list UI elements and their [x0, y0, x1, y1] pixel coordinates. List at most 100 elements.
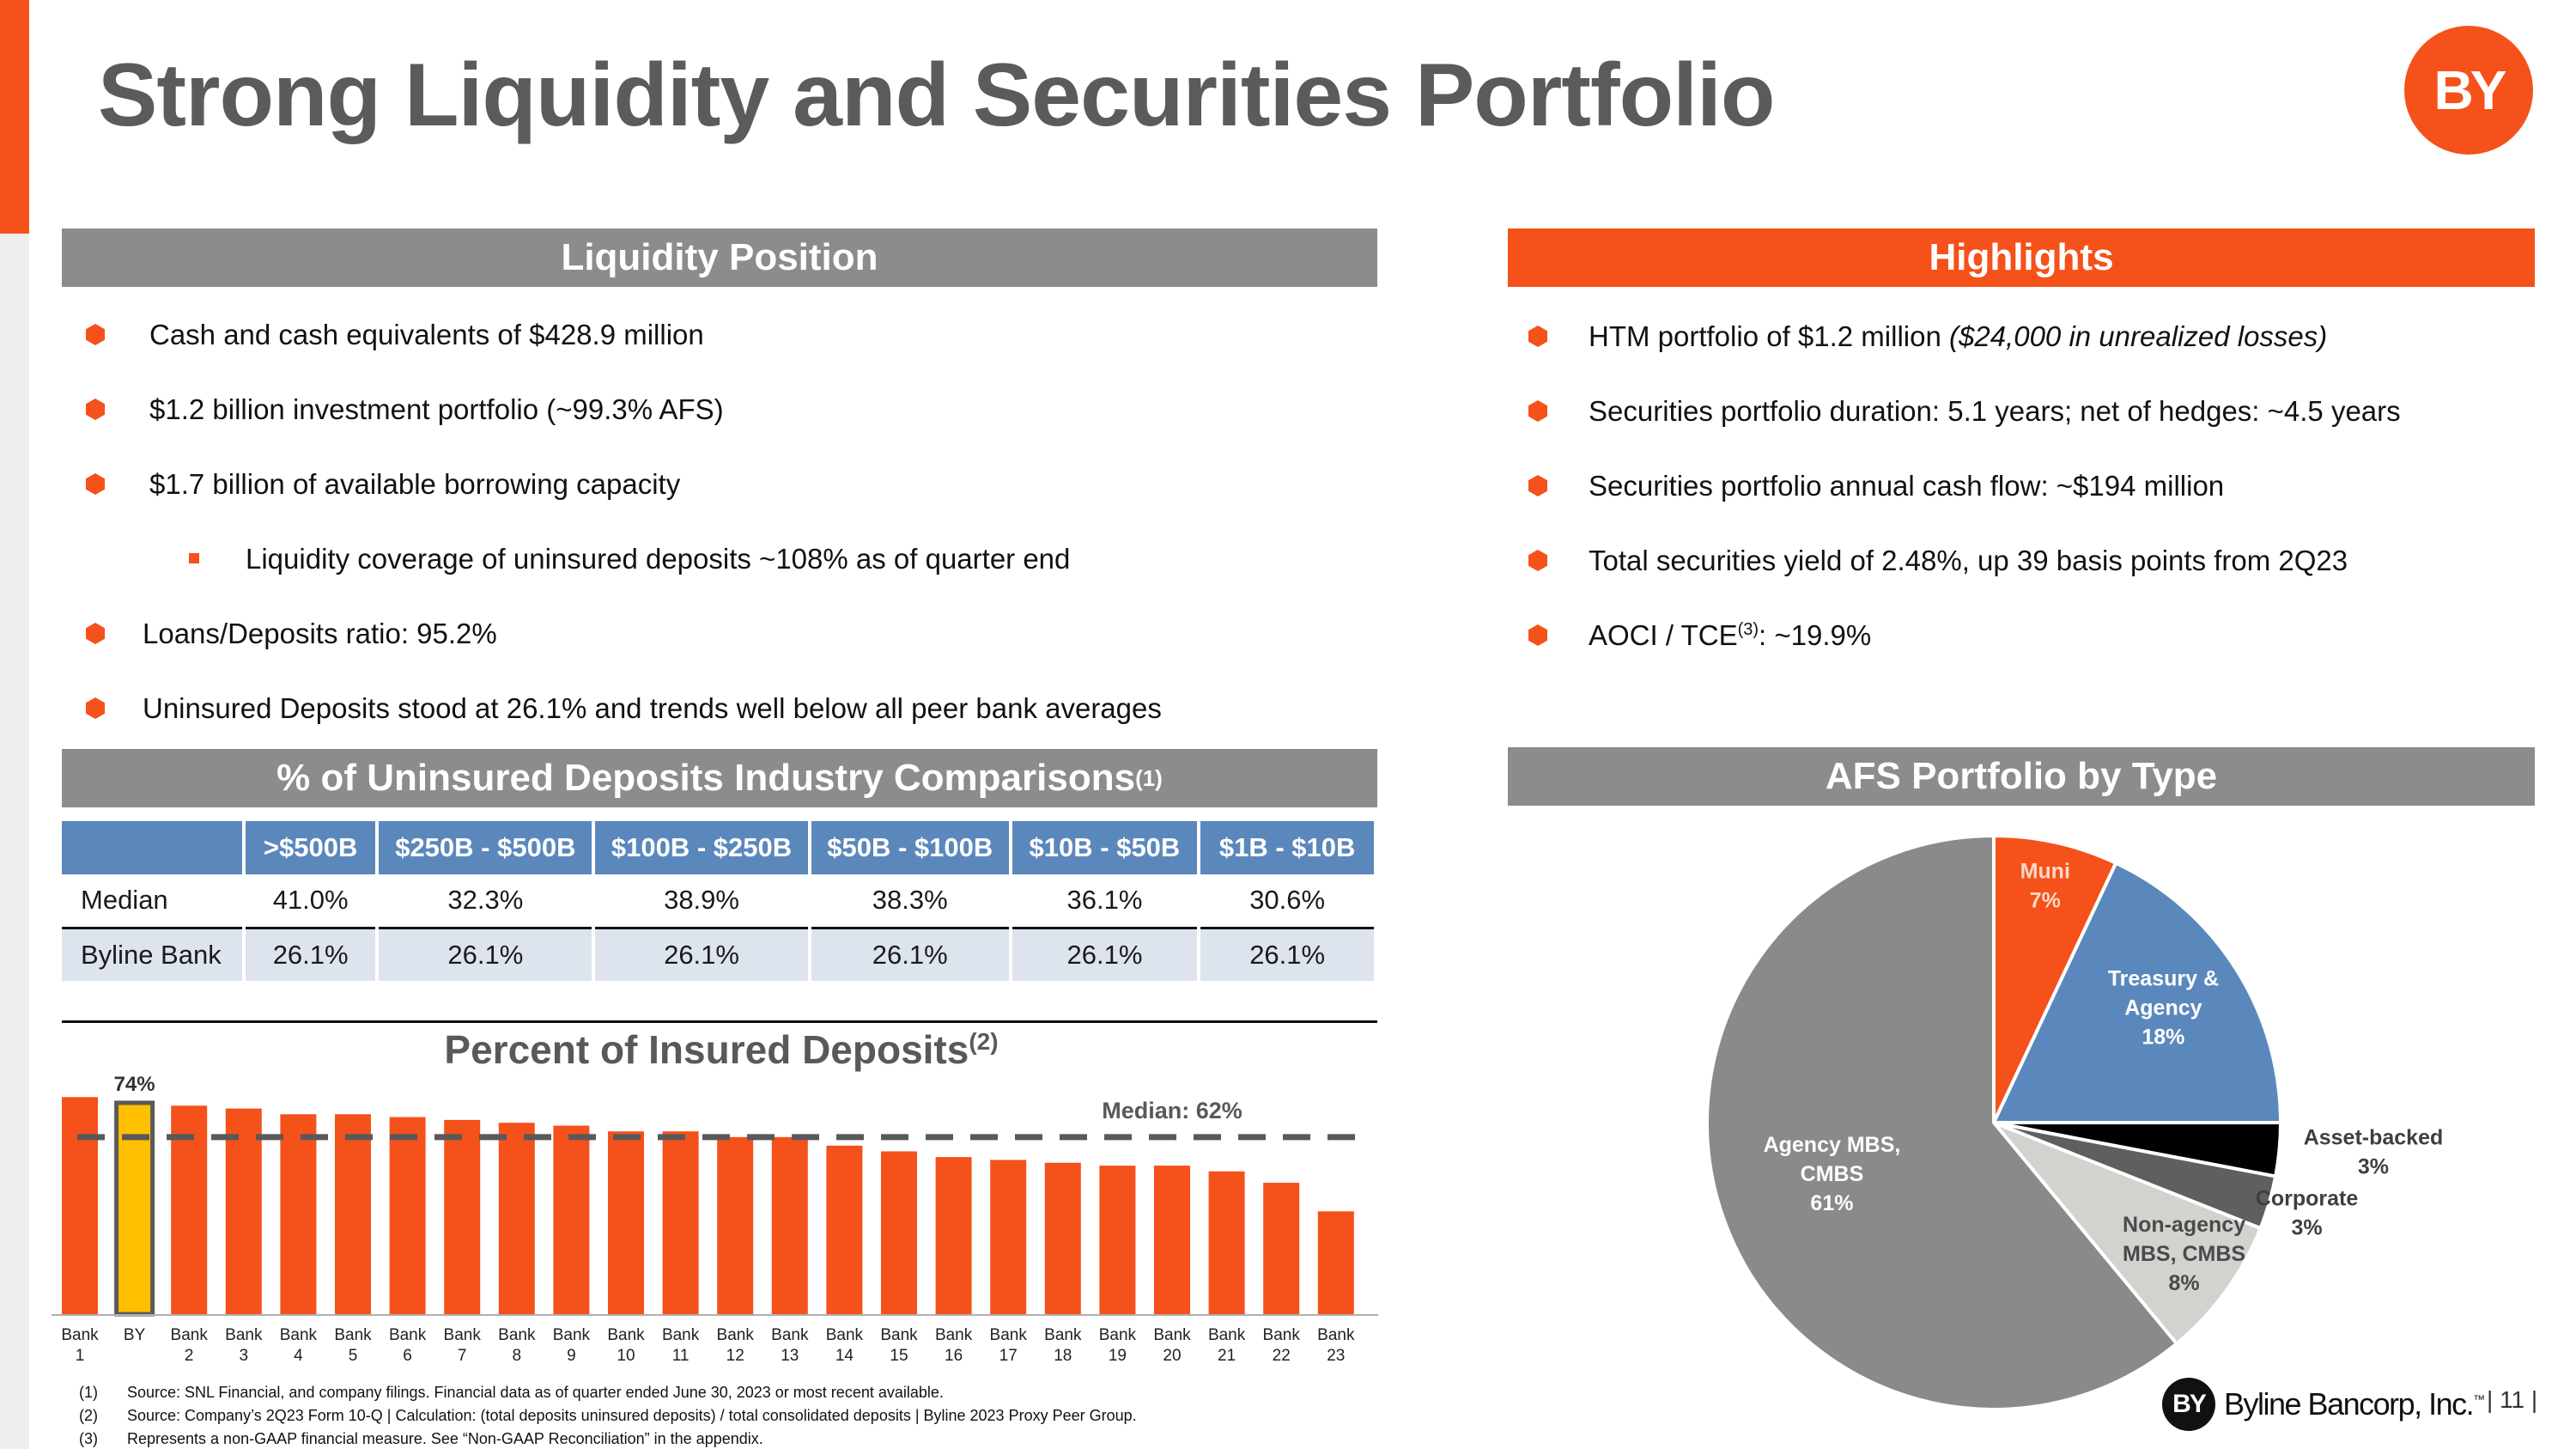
bar-data-label: 74% — [114, 1073, 155, 1096]
x-tick-label: 19 — [1109, 1347, 1127, 1365]
bar — [717, 1136, 754, 1314]
trademark-mark: ™ — [2473, 1392, 2485, 1406]
highlights-item: Total securities yield of 2.48%, up 39 b… — [1528, 523, 2401, 598]
bar — [62, 1097, 98, 1314]
highlights-item-text: Securities portfolio annual cash flow: ~… — [1589, 469, 2225, 502]
liquidity-item-text: Uninsured Deposits stood at 26.1% and tr… — [143, 691, 1162, 724]
side-strip — [0, 234, 29, 1449]
comparison-header-footnote: (1) — [1135, 764, 1163, 791]
x-tick-label: Bank — [771, 1326, 809, 1344]
bar — [1044, 1162, 1081, 1314]
afs-portfolio-pie-chart: Muni 7% Treasury & Agency 18% Asset-backed 3% C… — [1705, 833, 2444, 1411]
x-tick-label: 13 — [781, 1347, 799, 1365]
liquidity-list: Cash and cash equivalents of $428.9 mill… — [86, 297, 1162, 746]
bar — [444, 1119, 481, 1314]
x-tick-label: Bank — [1263, 1326, 1301, 1344]
liquidity-header-text: Liquidity Position — [561, 236, 878, 278]
x-tick-label: 10 — [617, 1347, 635, 1365]
x-tick-label: Bank — [880, 1326, 918, 1344]
x-tick-label: 2 — [185, 1347, 194, 1365]
hexagon-bullet-icon — [86, 473, 105, 495]
pie-slice-label: 3% — [2291, 1215, 2322, 1239]
x-tick-label: 14 — [835, 1347, 854, 1365]
x-tick-label: Bank — [389, 1326, 427, 1344]
x-tick-label: Bank — [1153, 1326, 1191, 1344]
x-tick-label: 9 — [567, 1347, 576, 1365]
x-tick-label: 7 — [458, 1347, 467, 1365]
x-tick-label: Bank — [662, 1326, 700, 1344]
x-tick-label: 11 — [672, 1347, 690, 1365]
table-cell: 36.1% — [1010, 874, 1201, 929]
x-tick-label: Bank — [553, 1326, 591, 1344]
page-title: Strong Liquidity and Securities Portfoli… — [98, 46, 1775, 145]
bar — [225, 1108, 262, 1314]
x-tick-label: 22 — [1273, 1347, 1291, 1365]
liquidity-item: Loans/Deposits ratio: 95.2% — [86, 596, 1162, 671]
page-number-text: 11 — [2500, 1386, 2525, 1413]
bar — [1154, 1166, 1190, 1314]
pie-slice-label: Treasury & — [2108, 967, 2219, 991]
x-tick-label: Bank — [334, 1326, 372, 1344]
footnote-number: (1) — [79, 1384, 98, 1401]
pie-slice-label: Asset-backed — [2304, 1126, 2444, 1150]
table-cell: 26.1% — [243, 928, 380, 981]
table-header-row: >$500B $250B - $500B $100B - $250B $50B … — [62, 821, 1377, 874]
pie-slice — [1992, 1121, 2263, 1347]
x-tick-label: Bank — [717, 1326, 755, 1344]
table-cell: 38.3% — [809, 874, 1012, 929]
footnote: (3) Represents a non-GAAP financial measu… — [79, 1428, 1137, 1449]
aoci-value: : ~19.9% — [1759, 618, 1872, 651]
htm-losses-text: ($24,000 in unrealized losses) — [1949, 320, 2328, 352]
company-name-text: Byline Bancorp, Inc. — [2224, 1386, 2475, 1422]
x-tick-label: 4 — [294, 1347, 303, 1365]
x-tick-label: Bank — [607, 1326, 645, 1344]
company-name: Byline Bancorp, Inc.™ — [2224, 1386, 2485, 1422]
bar — [498, 1123, 535, 1314]
x-tick-label: Bank — [444, 1326, 482, 1344]
footnote-text: Source: SNL Financial, and company filin… — [127, 1384, 944, 1401]
x-tick-label: 1 — [76, 1347, 85, 1365]
footnote-text: Represents a non-GAAP financial measure.… — [127, 1430, 763, 1447]
pie-slice — [1992, 833, 2118, 1123]
hexagon-bullet-icon — [1528, 550, 1547, 571]
pie-slice-label: CMBS — [1801, 1162, 1864, 1186]
afs-header: AFS Portfolio by Type — [1508, 747, 2535, 806]
byline-mark-icon: BY — [2162, 1378, 2215, 1431]
aoci-footnote: (3) — [1737, 619, 1759, 639]
highlights-item: Securities portfolio annual cash flow: ~… — [1528, 448, 2401, 523]
footnote: (1) Source: SNL Financial, and company fi… — [79, 1381, 1137, 1404]
byline-logo-badge: BY — [2404, 26, 2533, 155]
highlights-header-text: Highlights — [1929, 236, 2114, 278]
footnote-number: (2) — [79, 1407, 98, 1424]
footnote-text: Source: Company’s 2Q23 Form 10-Q | Calcu… — [127, 1407, 1137, 1424]
highlights-item-text: AOCI / TCE(3): ~19.9% — [1589, 619, 1871, 652]
liquidity-item: $1.7 billion of available borrowing capa… — [86, 447, 1162, 521]
x-tick-label: BY — [124, 1326, 146, 1344]
median-label: Median: 62% — [1102, 1098, 1242, 1123]
x-tick-label: Bank — [935, 1326, 973, 1344]
x-tick-label: Bank — [1317, 1326, 1355, 1344]
x-tick-label: 17 — [999, 1347, 1018, 1365]
footnote-number: (3) — [79, 1430, 98, 1447]
table-cell: 26.1% — [1010, 928, 1201, 981]
bar — [335, 1114, 371, 1314]
pie-slice-label: MBS, CMBS — [2123, 1242, 2245, 1266]
x-tick-label: 21 — [1218, 1347, 1236, 1365]
pie-slice-label: Non-agency — [2123, 1213, 2245, 1237]
x-tick-label: 18 — [1054, 1347, 1072, 1365]
highlights-list: HTM portfolio of $1.2 million ($24,000 i… — [1528, 299, 2401, 673]
liquidity-header: Liquidity Position — [62, 228, 1377, 287]
table-row: Median 41.0% 32.3% 38.9% 38.3% 36.1% 30.… — [62, 874, 1377, 929]
footnotes: (1) Source: SNL Financial, and company fi… — [79, 1381, 1137, 1449]
x-tick-label: 23 — [1327, 1347, 1345, 1365]
x-tick-label: 15 — [890, 1347, 908, 1365]
x-tick-label: Bank — [1208, 1326, 1246, 1344]
bar — [881, 1151, 917, 1314]
footnote: (2) Source: Company’s 2Q23 Form 10-Q | Ca… — [79, 1404, 1137, 1428]
x-tick-label: 12 — [726, 1347, 744, 1365]
liquidity-item-text: $1.7 billion of available borrowing capa… — [149, 467, 681, 500]
highlights-item-text: HTM portfolio of $1.2 million ($24,000 i… — [1589, 320, 2327, 353]
table-cell: 32.3% — [377, 874, 596, 929]
comparison-table: >$500B $250B - $500B $100B - $250B $50B … — [62, 821, 1377, 981]
chart-top-rule — [62, 1020, 1377, 1023]
